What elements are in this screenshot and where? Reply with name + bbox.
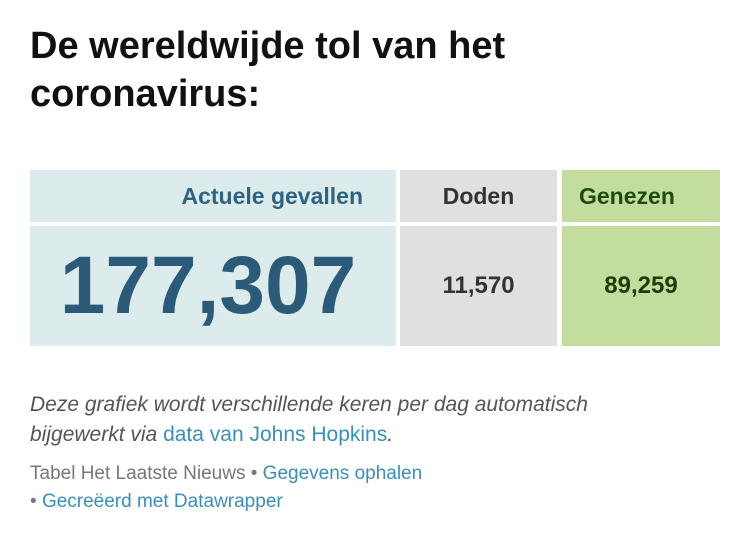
note: Deze grafiek wordt verschillende keren p… <box>30 390 670 450</box>
note-text: Deze grafiek wordt verschillende keren p… <box>30 393 588 446</box>
separator: • <box>30 491 37 512</box>
separator: • <box>250 463 258 484</box>
footer: Tabel Het Laatste Nieuws • Gegevens opha… <box>30 460 550 516</box>
column-header: Actuele gevallen <box>30 170 396 222</box>
table-cell: 89,259 <box>562 226 720 346</box>
footer-source: Tabel Het Laatste Nieuws <box>30 463 246 484</box>
table-cell: 177,307 <box>30 226 396 346</box>
credit-link[interactable]: Gecreëerd met Datawrapper <box>41 491 283 512</box>
column-header: Genezen <box>562 170 720 222</box>
download-link[interactable]: Gegevens ophalen <box>262 463 423 484</box>
column-header: Doden <box>400 170 557 222</box>
table-cell: 11,570 <box>400 226 557 346</box>
note-end: . <box>387 423 394 446</box>
title: De wereldwijde tol van het coronavirus: <box>30 25 506 115</box>
source-link[interactable]: data van Johns Hopkins <box>163 423 388 446</box>
